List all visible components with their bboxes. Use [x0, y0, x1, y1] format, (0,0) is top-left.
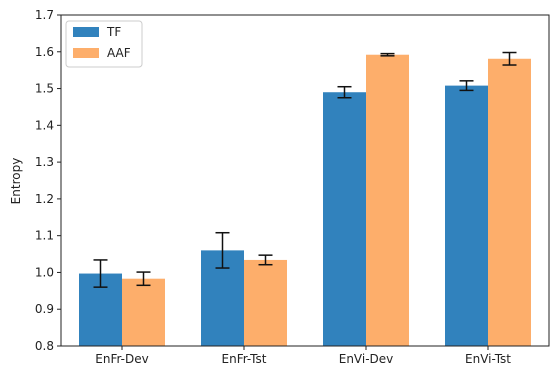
y-tick-label: 1.5	[35, 82, 54, 96]
bars-layer	[79, 54, 531, 346]
y-axis-label: Entropy	[9, 158, 23, 205]
bar-aaf-enfr-tst	[244, 259, 287, 346]
bar-aaf-envi-tst	[488, 58, 531, 346]
y-tick-label: 1.2	[35, 192, 54, 206]
x-tick-label: EnVi-Dev	[339, 352, 394, 366]
y-tick-label: 1.6	[35, 45, 54, 59]
x-tick-label: EnFr-Dev	[95, 352, 148, 366]
plot-frame	[60, 14, 550, 347]
y-tick-label: 0.9	[35, 302, 54, 316]
y-tick-label: 1.4	[35, 118, 54, 132]
legend-label-aaf: AAF	[107, 46, 131, 60]
x-tick-label: EnFr-Tst	[222, 352, 267, 366]
y-tick-label: 0.8	[35, 339, 54, 353]
bar-aaf-enfr-dev	[122, 278, 165, 346]
error-bars-layer	[93, 51, 517, 288]
bar-tf-envi-tst	[445, 85, 488, 346]
bar-tf-envi-dev	[323, 92, 366, 346]
y-tick-label: 1.7	[35, 8, 54, 22]
x-tick-label: EnVi-Tst	[465, 352, 511, 366]
axes-layer: EnFr-Dev EnFr-Tst EnVi-Dev EnVi-Tst 0.8 0.9 1.…	[35, 8, 550, 366]
legend-swatch-tf	[73, 27, 99, 37]
legend-label-tf: TF	[106, 25, 121, 39]
bar-aaf-envi-dev	[366, 54, 409, 346]
legend: TF AAF	[65, 20, 143, 68]
y-tick-label: 1.0	[35, 265, 54, 279]
y-tick-label: 1.3	[35, 155, 54, 169]
legend-swatch-aaf	[73, 48, 99, 58]
y-tick-label: 1.1	[35, 229, 54, 243]
